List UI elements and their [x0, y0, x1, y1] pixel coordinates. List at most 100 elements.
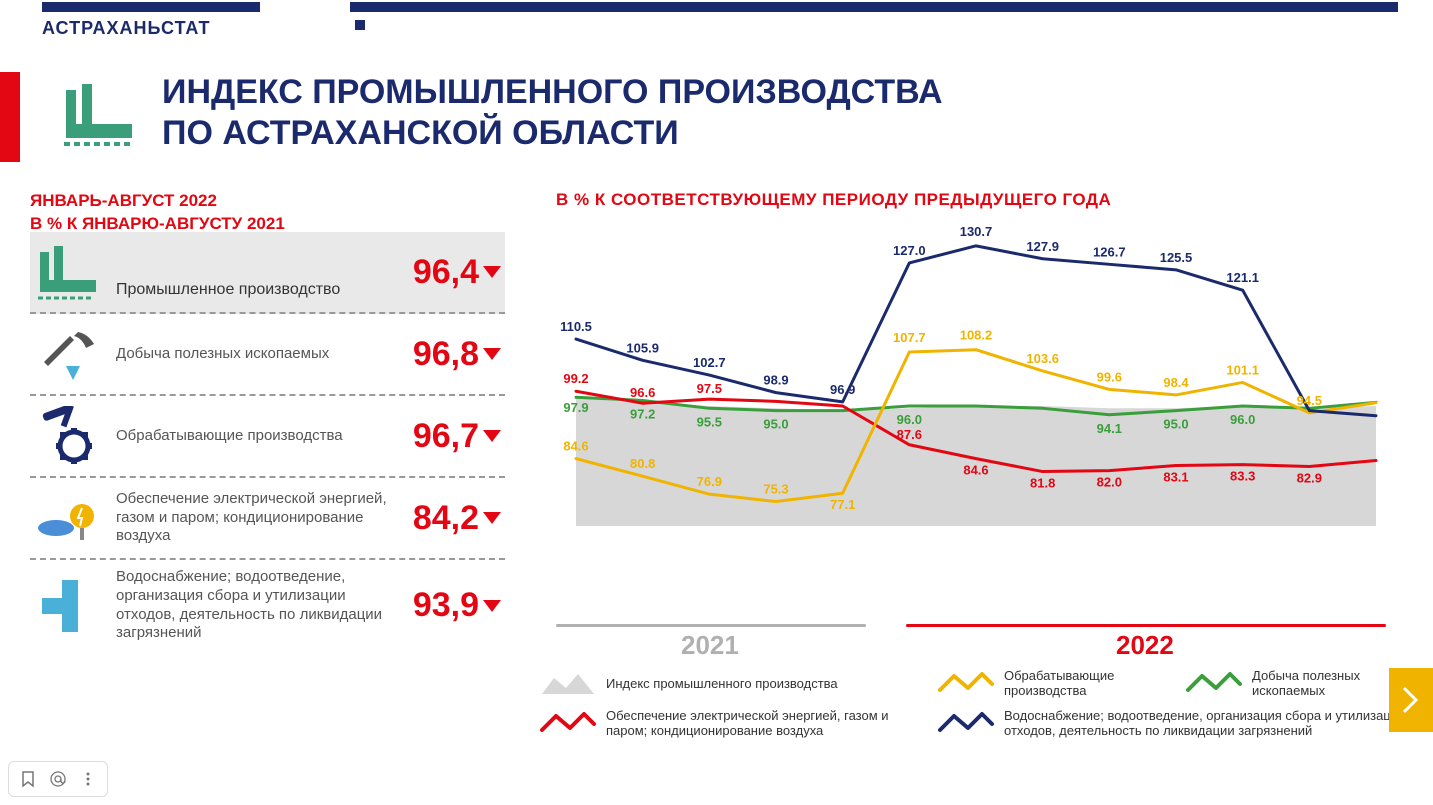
- year-bar-left: [556, 624, 866, 627]
- top-bar: [42, 2, 1398, 12]
- value-label: 77.1: [830, 497, 855, 512]
- indicator-row: Добыча полезных ископаемых 96,8: [30, 314, 505, 396]
- legend-label: Обеспечение электрической энергией, газо…: [606, 708, 920, 738]
- viewer-toolbar: [8, 761, 108, 797]
- value-label: 96.0: [1230, 412, 1255, 427]
- manufacturing-icon: [34, 406, 106, 466]
- value-label: 105.9: [626, 340, 659, 355]
- water-icon: [34, 576, 106, 636]
- indicator-label: Промышленное производство: [116, 280, 403, 304]
- more-button[interactable]: [75, 766, 101, 792]
- at-icon: [49, 770, 67, 788]
- down-arrow-icon: [483, 600, 501, 612]
- page-title-l2: ПО АСТРАХАНСКОЙ ОБЛАСТИ: [162, 113, 1393, 154]
- down-arrow-icon: [483, 512, 501, 524]
- chart-title: В % К СООТВЕТСТВУЮЩЕМУ ПЕРИОДУ ПРЕДЫДУЩЕ…: [556, 190, 1111, 210]
- value-label: 95.0: [763, 417, 788, 432]
- legend-item: Индекс промышленного производства: [540, 668, 920, 698]
- indicator-value: 84,2: [413, 499, 501, 538]
- value-label: 97.2: [630, 406, 655, 421]
- down-arrow-icon: [483, 430, 501, 442]
- page-title-l1: ИНДЕКС ПРОМЫШЛЕННОГО ПРОИЗВОДСТВА: [162, 72, 1393, 113]
- top-bar-gap: [260, 2, 350, 12]
- mention-button[interactable]: [45, 766, 71, 792]
- period-subtitle: ЯНВАРЬ-АВГУСТ 2022 В % К ЯНВАРЮ-АВГУСТУ …: [30, 190, 285, 236]
- indicator-row: Водоснабжение; водоотведение, организаци…: [30, 560, 505, 651]
- legend-label: Водоснабжение; водоотведение, организаци…: [1004, 708, 1433, 738]
- down-arrow-icon: [483, 266, 501, 278]
- value-label: 125.5: [1160, 250, 1193, 265]
- legend-label: Обрабатывающие производства: [1004, 668, 1168, 698]
- value-label: 84.6: [963, 463, 988, 478]
- value-label: 83.1: [1163, 470, 1188, 485]
- period-subtitle-l1: ЯНВАРЬ-АВГУСТ 2022: [30, 190, 285, 213]
- chevron-right-icon: [1400, 684, 1422, 716]
- value-label: 130.7: [960, 224, 993, 239]
- mining-icon: [34, 324, 106, 384]
- year-label-left: 2021: [681, 630, 739, 661]
- page-title: ИНДЕКС ПРОМЫШЛЕННОГО ПРОИЗВОДСТВА ПО АСТ…: [162, 72, 1393, 154]
- value-label: 95.5: [697, 414, 722, 429]
- legend-swatch-icon: [540, 668, 596, 698]
- value-label: 103.6: [1026, 351, 1059, 366]
- year-bar-right: [906, 624, 1386, 627]
- top-bar-accent: [355, 20, 365, 30]
- next-slide-button[interactable]: [1389, 668, 1433, 732]
- line-chart: 97.997.295.595.096.094.195.096.096.884.6…: [546, 216, 1386, 616]
- value-label: 76.9: [697, 474, 722, 489]
- value-label: 98.4: [1163, 375, 1189, 390]
- legend-item: Обеспечение электрической энергией, газо…: [540, 708, 920, 738]
- value-label: 97.9: [563, 400, 588, 415]
- value-label: 97.5: [697, 381, 722, 396]
- brand-label: АСТРАХАНЬСТАТ: [42, 18, 211, 39]
- value-label: 102.7: [693, 355, 726, 370]
- legend-swatch-icon: [540, 708, 596, 738]
- legend-label: Индекс промышленного производства: [606, 676, 838, 691]
- value-label: 82.0: [1097, 475, 1122, 490]
- value-label: 75.3: [763, 482, 788, 497]
- legend-item: Водоснабжение; водоотведение, организаци…: [938, 708, 1433, 738]
- value-label: 110.5: [560, 319, 592, 334]
- indicator-label: Обеспечение электрической энергией, газо…: [116, 490, 403, 546]
- value-label: 83.3: [1230, 469, 1255, 484]
- value-label: 82.9: [1297, 470, 1322, 485]
- indicator-value: 96,8: [413, 335, 501, 374]
- red-accent-bar: [0, 72, 20, 162]
- factory-small-icon: [34, 242, 106, 302]
- value-label: 107.7: [893, 330, 926, 345]
- value-label: 98.9: [763, 373, 788, 388]
- value-label: 108.2: [960, 328, 993, 343]
- legend-swatch-icon: [938, 668, 994, 698]
- value-label: 94.5: [1297, 393, 1322, 408]
- legend-swatch-icon: [1186, 668, 1242, 698]
- value-label: 96.0: [897, 412, 922, 427]
- indicator-value: 96,4: [413, 253, 501, 292]
- value-label: 126.7: [1093, 244, 1126, 259]
- bookmark-button[interactable]: [15, 766, 41, 792]
- factory-icon: [60, 80, 140, 150]
- value-label: 96.9: [830, 382, 855, 397]
- value-label: 101.1: [1226, 362, 1259, 377]
- value-label: 99.2: [563, 371, 588, 386]
- value-label: 87.6: [897, 427, 922, 442]
- value-label: 99.6: [1097, 369, 1122, 384]
- indicator-label: Добыча полезных ископаемых: [116, 345, 403, 364]
- indicator-label: Водоснабжение; водоотведение, организаци…: [116, 568, 403, 643]
- chart-legend: Индекс промышленного производства Обрабат…: [540, 668, 1383, 738]
- value-label: 95.0: [1163, 417, 1188, 432]
- more-vertical-icon: [80, 771, 96, 787]
- legend-swatch-icon: [938, 708, 994, 738]
- indicator-list: Промышленное производство 96,4 Добыча по…: [30, 232, 505, 651]
- value-label: 94.1: [1097, 421, 1122, 436]
- indicator-row: Обрабатывающие производства 96,7: [30, 396, 505, 478]
- value-label: 80.8: [630, 456, 655, 471]
- value-label: 84.6: [563, 439, 588, 454]
- energy-icon: [34, 488, 106, 548]
- year-axis: 2021 2022: [556, 620, 1386, 655]
- indicator-row: Обеспечение электрической энергией, газо…: [30, 478, 505, 560]
- value-label: 81.8: [1030, 476, 1055, 491]
- bookmark-icon: [20, 770, 36, 788]
- value-label: 96.6: [630, 385, 655, 400]
- indicator-value: 93,9: [413, 586, 501, 625]
- value-label: 121.1: [1226, 270, 1259, 285]
